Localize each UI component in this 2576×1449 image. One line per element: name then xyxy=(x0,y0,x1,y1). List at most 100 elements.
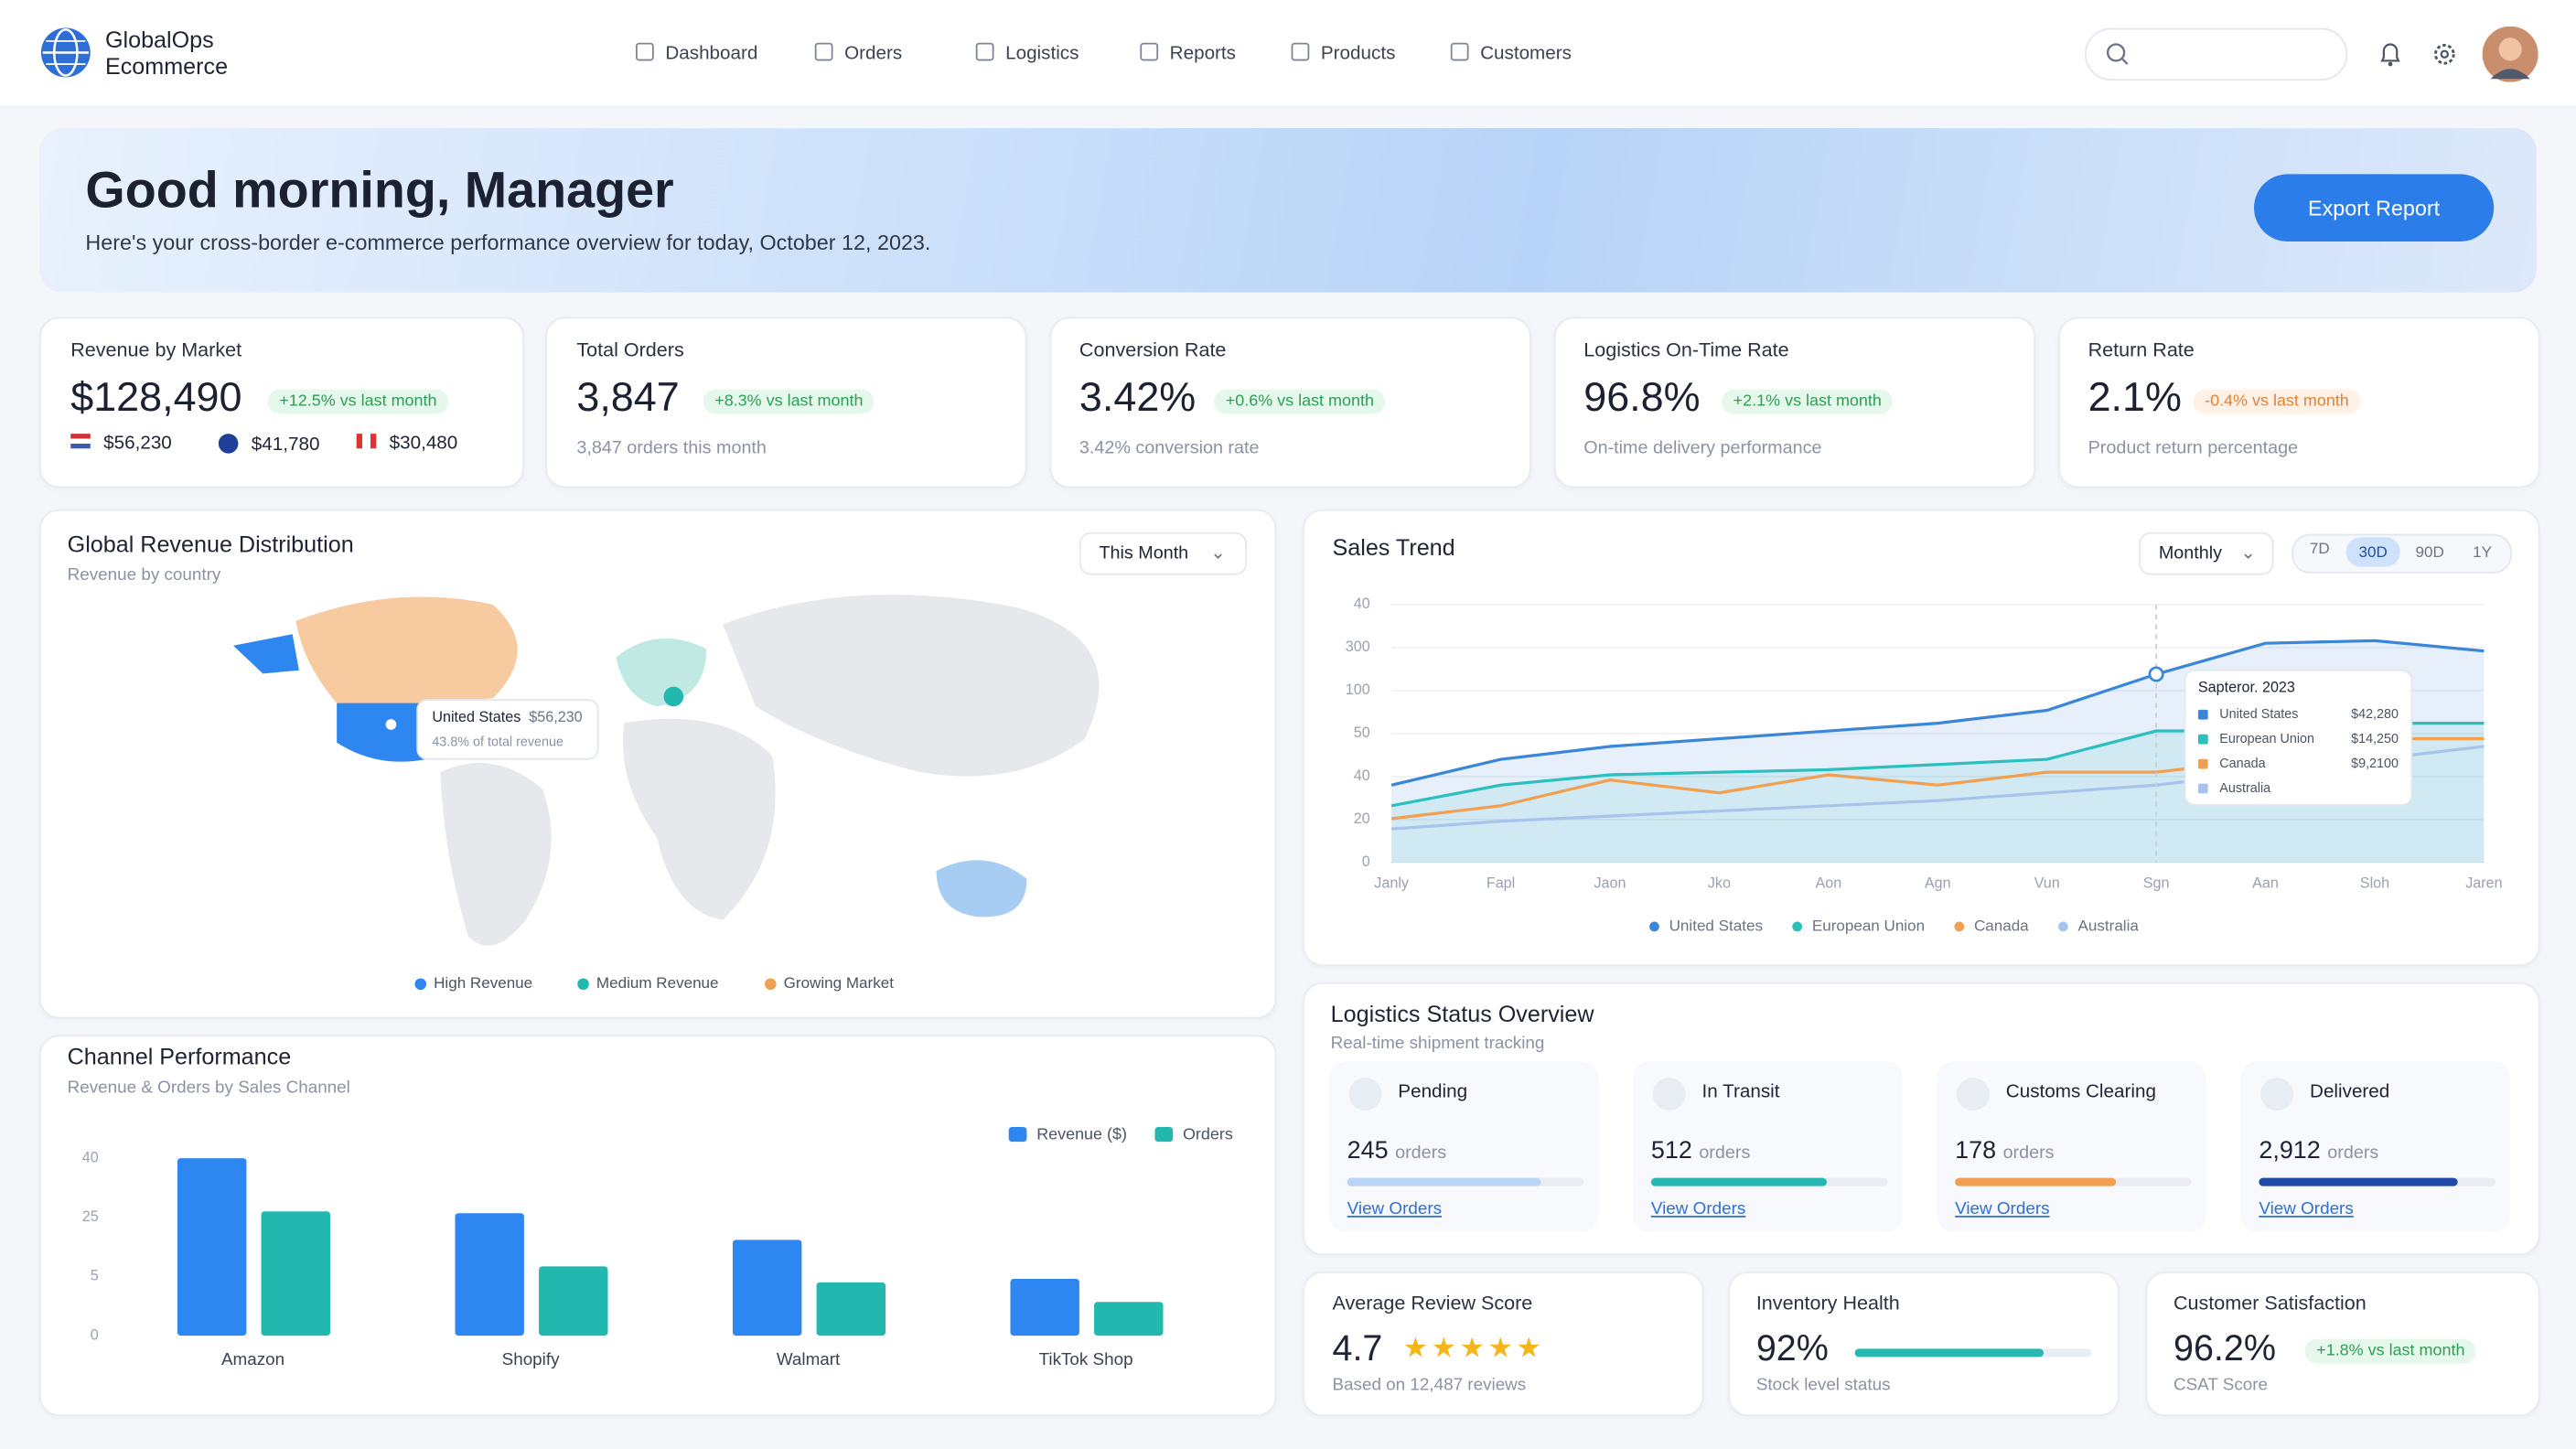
nav-icon xyxy=(1450,42,1469,61)
search-icon xyxy=(2106,43,2129,65)
x-tick-label: Vun xyxy=(2034,875,2060,891)
kpi-value: 3,847 xyxy=(576,374,680,421)
settings-icon[interactable] xyxy=(2431,41,2458,68)
dropdown-label: This Month xyxy=(1099,543,1189,564)
status-count: 2,912 orders xyxy=(2259,1137,2378,1165)
status-label: Delivered xyxy=(2310,1082,2390,1103)
count-unit: orders xyxy=(2002,1143,2055,1164)
world-map xyxy=(233,595,1100,946)
count-value: 512 xyxy=(1650,1136,1692,1165)
view-orders-link[interactable]: View Orders xyxy=(2259,1199,2354,1219)
x-tick-label: Walmart xyxy=(777,1349,841,1368)
sales-dropdown[interactable]: Monthly ⌄ xyxy=(2139,531,2274,575)
range-option[interactable]: 7D xyxy=(2309,540,2330,559)
avatar[interactable] xyxy=(2482,26,2538,82)
hero-banner xyxy=(39,128,2537,293)
tooltip-series: United States xyxy=(2219,707,2298,722)
status-bar xyxy=(1955,1177,2192,1186)
range-option[interactable]: 1Y xyxy=(2473,543,2493,563)
x-tick-label: Amazon xyxy=(221,1349,284,1368)
bell-icon[interactable] xyxy=(2377,41,2404,68)
nav-label: Customers xyxy=(1480,44,1572,65)
y-tick-label: 50 xyxy=(1354,724,1370,741)
nav-item[interactable]: Dashboard xyxy=(636,42,758,65)
map-tooltip xyxy=(416,699,599,760)
nav-label: Orders xyxy=(844,44,903,65)
nav-item[interactable]: Reports xyxy=(1140,42,1236,64)
x-tick-label: Jko xyxy=(1708,875,1731,891)
tooltip-value: $56,230 xyxy=(529,709,582,725)
x-tick-label: Aan xyxy=(2252,875,2279,891)
tooltip-note: 43.8% of total revenue xyxy=(432,735,564,750)
tooltip-value: $9,2100 xyxy=(2351,757,2399,771)
legend-dot xyxy=(764,978,777,991)
bar xyxy=(732,1240,802,1336)
nav-label: Products xyxy=(1320,44,1396,65)
legend-label: High Revenue xyxy=(434,974,532,992)
view-orders-link[interactable]: View Orders xyxy=(1650,1199,1746,1219)
y-tick-label: 0 xyxy=(1362,853,1370,870)
dropdown-label: Monthly xyxy=(2158,543,2223,564)
y-tick-label: 40 xyxy=(1354,596,1370,612)
alaska xyxy=(233,634,299,674)
status-count: 245 orders xyxy=(1347,1137,1446,1165)
map-dropdown[interactable]: This Month ⌄ xyxy=(1079,531,1248,575)
kpi-change: +2.1% vs last month xyxy=(1722,389,1894,414)
status-icon xyxy=(1348,1078,1382,1111)
legend-dot xyxy=(414,978,427,991)
us-marker xyxy=(382,716,399,733)
status-icon xyxy=(2260,1078,2294,1111)
market-value: $30,480 xyxy=(389,434,458,454)
count-unit: orders xyxy=(1699,1143,1751,1164)
tooltip-country: United States xyxy=(432,709,521,725)
tooltip-swatch xyxy=(2197,709,2208,720)
count-value: 245 xyxy=(1347,1136,1389,1165)
flag-eu xyxy=(218,434,239,454)
nav-item[interactable]: Products xyxy=(1291,42,1396,65)
legend-label: Australia xyxy=(2078,917,2140,934)
x-tick-label: TikTok Shop xyxy=(1039,1349,1133,1368)
count-value: 2,912 xyxy=(2259,1136,2321,1165)
kpi-change: -0.4% vs last month xyxy=(2193,389,2361,414)
logistics-title: Logistics Status Overview xyxy=(1330,1000,1594,1027)
legend-label: European Union xyxy=(1812,917,1925,934)
nav-item[interactable]: Logistics xyxy=(975,42,1079,65)
csat-change: +1.8% vs last month xyxy=(2304,1338,2477,1364)
export-label: Export Report xyxy=(2308,195,2441,220)
inventory-card xyxy=(1728,1272,2120,1417)
australia xyxy=(936,860,1027,918)
export-button[interactable]: Export Report xyxy=(2253,174,2495,242)
channel-subtitle: Revenue & Orders by Sales Channel xyxy=(67,1078,350,1098)
nav-item[interactable]: Customers xyxy=(1450,42,1572,65)
range-option[interactable]: 30D xyxy=(2358,543,2388,563)
status-fill xyxy=(1650,1177,1827,1186)
market-chip: $30,480 xyxy=(356,434,458,454)
y-tick-label: 25 xyxy=(82,1208,99,1225)
hero-subtitle: Here's your cross-border e-commerce perf… xyxy=(85,230,931,255)
series-line xyxy=(1390,639,2485,787)
inventory-value: 92% xyxy=(1755,1327,1829,1368)
y-tick-label: 40 xyxy=(1354,767,1370,784)
logo xyxy=(40,27,91,78)
nav-label: Logistics xyxy=(1005,44,1079,65)
europe xyxy=(616,638,707,707)
kpi-change: +0.6% vs last month xyxy=(1214,389,1386,414)
csat-note: CSAT Score xyxy=(2173,1375,2269,1395)
hero-title: Good morning, Manager xyxy=(85,160,674,219)
y-tick-label: 100 xyxy=(1346,682,1370,698)
nav-item[interactable]: Orders xyxy=(814,42,903,65)
view-orders-link[interactable]: View Orders xyxy=(1347,1199,1443,1219)
range-active xyxy=(2345,537,2400,567)
view-orders-link[interactable]: View Orders xyxy=(1955,1199,2050,1219)
nav-icon xyxy=(1291,42,1310,61)
brand-sub: Ecommerce xyxy=(104,52,229,80)
range-option[interactable]: 90D xyxy=(2415,543,2444,563)
stars: ★★★★★ xyxy=(1402,1332,1545,1364)
inventory-note: Stock level status xyxy=(1755,1375,1891,1395)
search-box[interactable] xyxy=(2084,27,2348,80)
nav-label: Dashboard xyxy=(665,44,758,65)
inventory-label: Inventory Health xyxy=(1755,1291,1900,1315)
bar xyxy=(177,1158,247,1336)
